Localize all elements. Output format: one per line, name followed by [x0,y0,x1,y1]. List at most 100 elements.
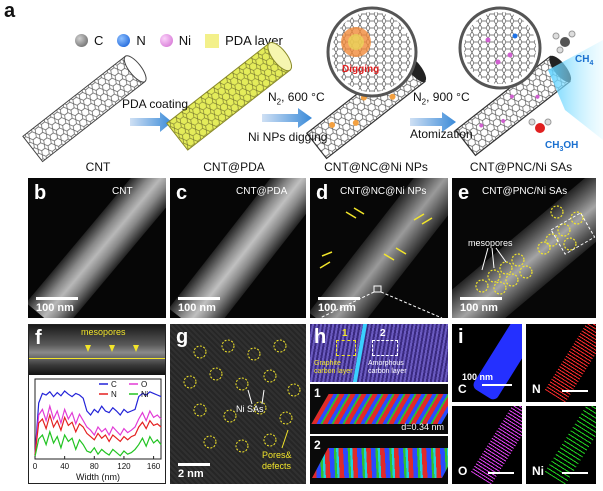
cnt-pda-tube-icon [166,42,293,151]
step3-n: N [413,90,422,104]
step2-temp: , 600 °C [281,90,325,104]
panel-h-image: h 1 2 Graphite carbon layer Amorphous ca… [310,324,448,382]
line-profile-chart: 0 40 80 120 160 Width (nm) C O N Ni [33,378,162,482]
map-o-label: O [458,464,468,478]
step3-bottom-label: Atomization [410,127,473,141]
legend-label-ni: Ni [141,390,149,399]
panel-g-defects-label: defects [262,461,292,471]
map-n-label: N [532,382,541,396]
graphite-line1: Graphite [314,360,341,367]
panel-h-region1-box [336,340,356,356]
map-o-scalebar [488,472,514,474]
x-tick-label: 40 [60,462,69,471]
graphite-line2: carbon layer [314,368,353,375]
series-line-o [34,403,162,456]
step1-label: PDA coating [122,97,189,111]
pore-circles-icon [183,339,301,453]
step2-n: N [268,90,277,104]
panel-h-letter: h [314,326,327,348]
legend-label-c: C [111,380,117,389]
pda-layer-swatch-icon [205,33,220,48]
step2-sub: 2 [276,97,282,107]
panel-b-letter: b [34,182,47,204]
legend-label-n: N [111,390,117,399]
ch4-text: CH [575,54,590,65]
step3-sub: 2 [421,97,427,107]
panel-f-arrows-icon [85,345,139,352]
legend-c: C [75,33,103,48]
series-line-n [34,412,162,456]
panel-i-map-ni: Ni [526,406,596,484]
arrow-3-icon [410,112,456,132]
panel-h1-image: 1 d=0.34 nm [310,384,448,434]
panel-d-scale-text: 100 nm [318,302,356,314]
legend-ni: Ni [159,33,192,48]
caption-cnt: CNT [85,160,111,174]
cnt-tube-icon [22,55,147,163]
panel-g-pores-label: Pores& [262,450,292,460]
panel-e-label: CNT@PNC/Ni SAs [482,186,568,197]
panel-c-scale-text: 100 nm [178,302,216,314]
panel-f-image: mesopores [29,325,165,375]
panel-d-scalebar [318,297,360,300]
digging-zoom-icon [326,6,418,98]
panel-g-ni-sas-label: Ni SAs [236,404,264,414]
panel-h1-dspacing: d=0.34 nm [401,422,444,432]
x-tick-label: 120 [117,462,131,471]
panel-i-map-o: O [452,406,522,484]
arrow-2-icon [262,108,312,128]
legend-n-label: N [136,33,146,48]
panel-e-scale-text: 100 nm [460,302,498,314]
panel-g-scale-text: 2 nm [178,468,204,480]
panel-i-map-n: N [526,324,596,402]
panel-b-scalebar [36,297,78,300]
panel-g-letter: g [176,326,189,348]
panel-c-letter: c [176,182,188,204]
panel-b-label: CNT [112,186,133,197]
x-axis-label: Width (nm) [76,472,120,482]
panel-h-region2-label: 2 [380,328,386,339]
panel-h-graphite-label: Graphite carbon layer [314,360,353,376]
step3-label: N2, 900 °C [413,90,470,106]
ni-np-arrows-icon [319,207,443,318]
legend-c-label: C [94,33,104,48]
panel-a-letter: a [4,0,16,22]
map-n-scalebar [562,390,588,392]
panel-h2-label: 2 [314,438,321,452]
panel-h2-image: 2 [310,436,448,484]
panel-e-letter: e [458,182,470,204]
step3-temp: , 900 °C [426,90,470,104]
product-beam-icon [548,40,603,140]
caption-cnt-nc-ni: CNT@NC@Ni NPs [324,160,428,174]
single-atom-zoom-icon [458,6,542,90]
caption-cnt-pnc-ni: CNT@PNC/Ni SAs [469,160,573,174]
panel-c-image: c CNT@PDA 100 nm [170,178,306,318]
x-tick-label: 0 [33,462,38,471]
panel-c-scalebar [178,297,220,300]
ch3oh-label: CH3OH [545,140,578,153]
panel-c-label: CNT@PDA [236,186,288,197]
panel-i-letter: i [458,326,464,348]
x-tick-label: 160 [147,462,161,471]
caption-cnt-pda: CNT@PDA [203,160,265,174]
panel-e-scalebar [460,297,502,300]
ch3oh-text: CH [545,140,560,151]
panel-h-amorphous-label: Amorphous carbon layer [368,360,407,376]
map-ni-label: Ni [532,464,544,478]
panel-i-scalebar [482,384,512,386]
legend-n: N [117,33,146,48]
panel-g-image: g Ni SAs Pores& defects 2 nm [170,324,306,484]
legend-ni-label: Ni [178,33,192,48]
carbon-atom-icon [75,34,88,47]
map-ni-scalebar [562,472,588,474]
x-tick-label: 80 [90,462,99,471]
panel-d-label: CNT@NC@Ni NPs [340,186,427,197]
panel-i-scale-text: 100 nm [462,372,494,382]
arrow-1-icon [130,112,172,132]
methanol-molecule-icon [528,118,552,133]
panel-f: mesopores f 0 40 80 120 160 Width (nm) C O N Ni [28,324,166,484]
step2-bottom-label: Ni NPs digging [248,130,328,144]
panel-d-letter: d [316,182,329,204]
methane-molecule-icon [552,30,576,54]
panel-b-scale-text: 100 nm [36,302,74,314]
